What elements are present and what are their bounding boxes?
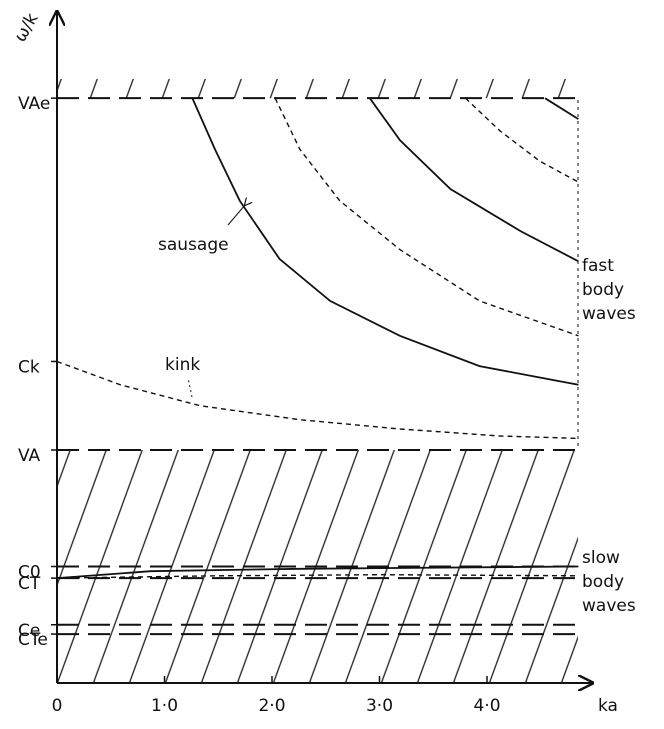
y-axis-label: ω/k	[10, 10, 42, 46]
shaded-regions	[57, 78, 578, 683]
annotation: waves	[582, 596, 636, 616]
y-tick-label: Ck	[18, 357, 40, 377]
x-tick-label: 4·0	[473, 696, 500, 716]
annotation: waves	[582, 304, 636, 324]
y-tick-label: CT	[18, 574, 41, 594]
shaded-region	[57, 78, 578, 99]
curve	[56, 360, 579, 440]
annotation: slow	[582, 548, 620, 568]
annotation: sausage	[158, 235, 229, 255]
y-tick-label: C0	[18, 563, 41, 583]
annotation: fast	[582, 256, 614, 276]
curve	[544, 97, 579, 120]
curve	[369, 97, 579, 263]
x-tick-label: 1·0	[151, 696, 178, 716]
y-tick-label: VAe	[18, 94, 50, 114]
annotation: body	[582, 280, 624, 300]
annotation-arrow	[227, 205, 245, 226]
x-tick-label: 2·0	[258, 696, 285, 716]
annotation: body	[582, 572, 624, 592]
annotation-arrow	[187, 377, 193, 398]
x-axis-label: ka	[598, 696, 618, 716]
x-tick-label: 3·0	[366, 696, 393, 716]
annotation: kink	[165, 355, 200, 375]
curve	[191, 97, 579, 386]
curve	[465, 97, 579, 183]
curve	[274, 97, 579, 337]
y-tick-label: Ce	[18, 621, 40, 641]
curve	[56, 565, 579, 579]
x-tick-label: 0	[52, 696, 63, 716]
y-tick-label: VA	[18, 446, 41, 466]
y-tick-label: CTe	[18, 630, 48, 650]
